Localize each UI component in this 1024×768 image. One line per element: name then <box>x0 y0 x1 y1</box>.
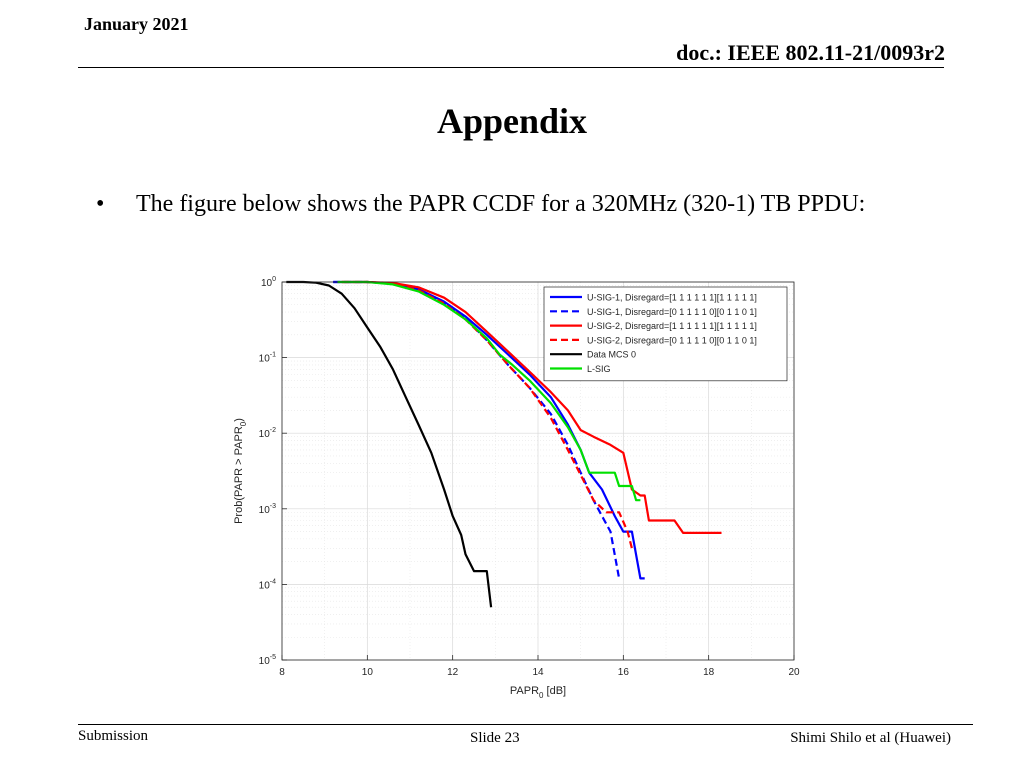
legend-entry: Data MCS 0 <box>587 350 636 360</box>
x-tick-label: 12 <box>447 667 459 678</box>
series-line-6 <box>337 280 641 502</box>
x-tick-label: 8 <box>279 667 285 678</box>
legend: U-SIG-1, Disregard=[1 1 1 1 1 1][1 1 1 1… <box>543 286 788 382</box>
legend-box <box>543 286 788 382</box>
y-axis-label: Prob(PAPR > PAPR0) <box>233 418 248 524</box>
legend-entry: U-SIG-2, Disregard=[0 1 1 1 1 0][0 1 1 0… <box>587 335 757 345</box>
legend-entry: L-SIG <box>587 364 611 374</box>
y-tick-label: 10-5 <box>259 654 276 667</box>
x-axis-label: PAPR0 [dB] <box>510 685 566 700</box>
bullet-dot: • <box>96 191 105 217</box>
header-date: January 2021 <box>84 14 189 34</box>
footer-author: Shimi Shilo et al (Huawei) <box>790 730 951 746</box>
footer-submission: Submission <box>78 728 149 744</box>
y-tick-label: 10-1 <box>259 352 276 365</box>
x-tick-label: 20 <box>788 667 800 678</box>
series-line-5 <box>286 280 493 608</box>
slide-title: Appendix <box>436 101 588 141</box>
papr-ccdf-chart: 8 10 12 14 16 18 20 100 10-1 10-2 10-3 10-4 10-5 PAP… <box>233 276 800 700</box>
legend-entry: U-SIG-1, Disregard=[0 1 1 1 1 0][0 1 1 0… <box>587 307 757 317</box>
series-line-3 <box>341 280 722 534</box>
bullet-text: The figure below shows the PAPR CCDF for… <box>136 191 866 217</box>
y-tick-label: 100 <box>261 276 276 289</box>
x-tick-label: 14 <box>532 667 544 678</box>
x-tick-label: 10 <box>362 667 374 678</box>
ticks-layer: 8 10 12 14 16 18 20 100 10-1 10-2 10-3 10-4 10-5 <box>259 276 800 678</box>
y-tick-label: 10-3 <box>259 503 276 516</box>
x-tick-label: 18 <box>703 667 715 678</box>
series-layer <box>286 280 722 608</box>
footer-slide-number: Slide 23 <box>470 730 520 746</box>
y-tick-label: 10-4 <box>259 578 276 591</box>
header-divider <box>78 67 944 68</box>
footer-divider <box>78 724 973 725</box>
legend-entry: U-SIG-1, Disregard=[1 1 1 1 1 1][1 1 1 1… <box>587 293 757 303</box>
x-tick-label: 16 <box>618 667 630 678</box>
header-doc-id: doc.: IEEE 802.11-21/0093r2 <box>676 40 945 65</box>
legend-entry: U-SIG-2, Disregard=[1 1 1 1 1 1][1 1 1 1… <box>587 321 757 331</box>
y-tick-label: 10-2 <box>259 427 276 440</box>
